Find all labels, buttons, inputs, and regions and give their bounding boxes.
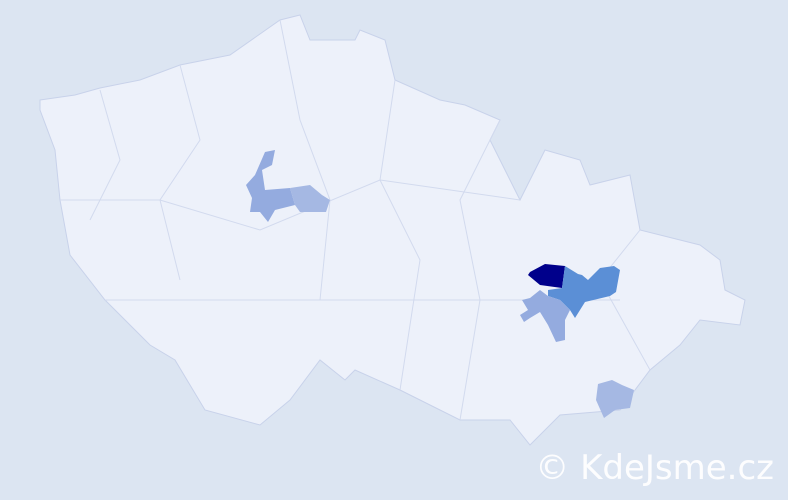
region-central-bohemia-east xyxy=(290,185,330,212)
region-brno xyxy=(520,290,570,342)
country-outline xyxy=(39,14,746,446)
watermark: © KdeJsme.cz xyxy=(535,448,774,488)
region-central-bohemia-west xyxy=(246,150,295,222)
region-prostejov-olomouc xyxy=(548,266,620,318)
region-zlin-south xyxy=(596,380,634,418)
district-borders xyxy=(60,19,651,421)
region-blansko xyxy=(528,264,565,288)
